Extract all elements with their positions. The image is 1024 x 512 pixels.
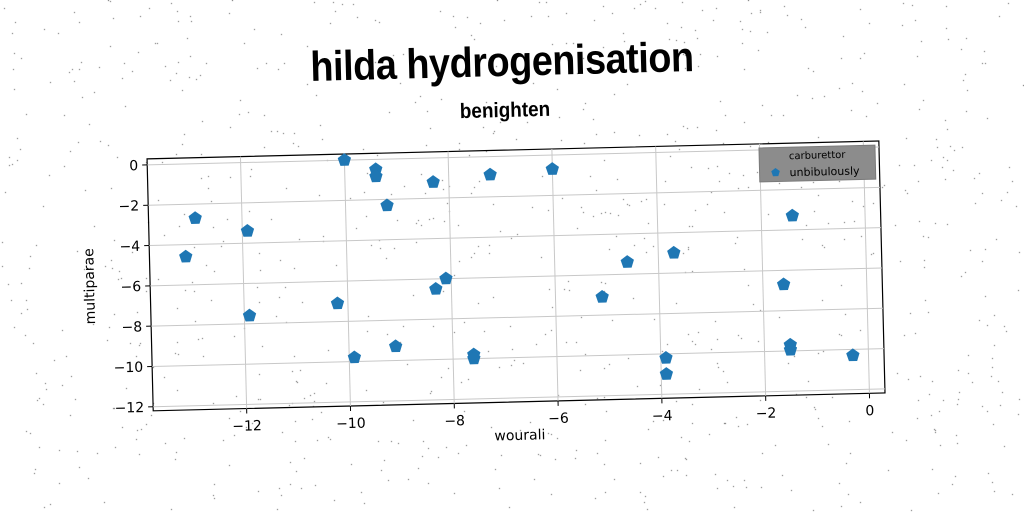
- x-tick-label: −10: [336, 416, 366, 433]
- y-grid-line: [152, 348, 884, 367]
- scatter-points: [179, 153, 860, 380]
- x-tick-label: 0: [865, 403, 874, 419]
- data-point: [667, 245, 681, 259]
- data-point: [330, 296, 345, 310]
- y-axis-label: multiparae: [81, 248, 99, 325]
- legend-entry-label: unbibulously: [789, 164, 860, 179]
- y-grid-line: [153, 388, 885, 408]
- x-grid-line: [758, 143, 767, 396]
- x-grid-line: [239, 156, 248, 409]
- y-tick-label: −8: [121, 319, 142, 335]
- y-tick-label: −12: [114, 400, 144, 417]
- data-point: [785, 208, 799, 222]
- legend: carburettor unbibulously: [758, 144, 877, 183]
- data-point: [467, 351, 481, 365]
- x-tick-label: −2: [756, 406, 777, 422]
- legend-box: [758, 144, 877, 183]
- x-grid-line: [343, 154, 351, 406]
- data-point: [620, 255, 634, 268]
- data-point: [659, 367, 674, 380]
- plot-area: [146, 140, 886, 412]
- x-grid-line: [862, 141, 870, 394]
- data-point: [347, 350, 362, 364]
- x-tick-label: −8: [444, 413, 465, 429]
- data-point: [595, 289, 609, 303]
- data-point: [776, 277, 791, 291]
- y-grid-line: [148, 186, 880, 206]
- x-axis-label: wourali: [494, 427, 545, 444]
- y-grid-line: [150, 267, 882, 287]
- legend-marker: [771, 168, 780, 177]
- legend-title: carburettor: [789, 150, 847, 162]
- y-grid-line: [149, 227, 881, 247]
- y-tick-label: −4: [119, 239, 140, 256]
- x-tick-label: −4: [652, 408, 673, 425]
- y-grid-line: [151, 307, 883, 327]
- data-point: [337, 153, 352, 166]
- x-tick-label: −6: [548, 411, 569, 428]
- data-point: [783, 342, 798, 356]
- data-point: [179, 249, 193, 263]
- y-tick-label: −2: [118, 198, 139, 214]
- x-axis-ticks: −12 −10 −8 −6 −4 −2 0: [232, 393, 875, 435]
- data-point: [380, 198, 394, 212]
- data-point: [369, 169, 383, 183]
- data-point: [483, 167, 497, 181]
- y-tick-label: −6: [120, 279, 141, 296]
- grid-lines: [147, 141, 885, 409]
- x-tick-label: −12: [232, 418, 262, 435]
- y-grid-line: [147, 146, 879, 166]
- data-point: [188, 211, 202, 224]
- data-point: [388, 339, 403, 353]
- x-grid-line: [551, 148, 559, 401]
- data-point: [659, 350, 673, 364]
- data-point: [426, 175, 440, 188]
- data-point: [242, 308, 257, 322]
- x-grid-line: [655, 146, 663, 399]
- y-axis-ticks: 0 −2 −4 −6 −8 −10 −12: [113, 158, 154, 417]
- data-point: [545, 162, 559, 175]
- data-point: [439, 271, 453, 285]
- data-point: [240, 224, 255, 237]
- y-tick-label: 0: [129, 158, 138, 174]
- data-point: [846, 348, 860, 362]
- y-tick-label: −10: [113, 360, 143, 377]
- data-point: [429, 281, 443, 295]
